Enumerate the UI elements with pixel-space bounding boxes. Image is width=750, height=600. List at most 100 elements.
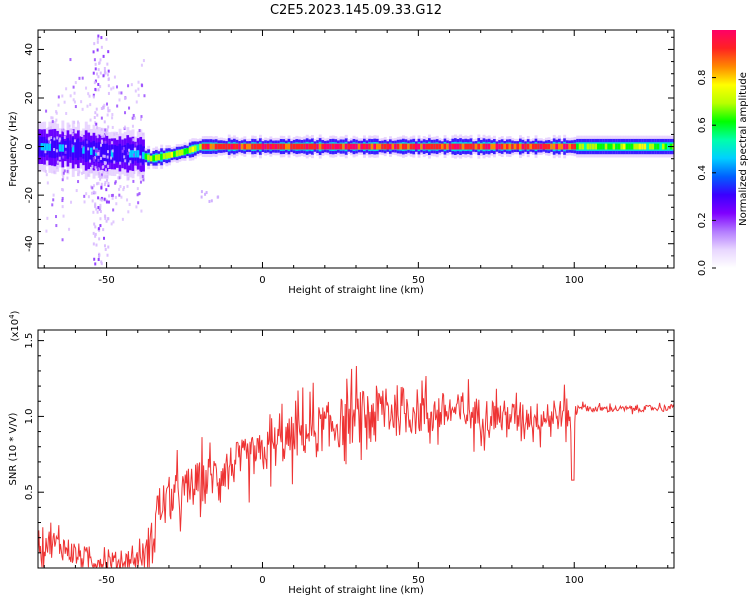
heat-cell (51, 137, 54, 158)
heat-speckle (48, 140, 51, 144)
heat-cell (139, 144, 143, 165)
heat-cell (183, 148, 187, 155)
heat-cell (334, 143, 338, 150)
heat-cell (402, 143, 405, 150)
spectrogram-ylabel: Frequency (Hz) (8, 111, 19, 187)
heat-speckle (104, 180, 107, 184)
heat-speckle (137, 201, 140, 205)
x-tick-label: 100 (565, 275, 584, 286)
colorbar-tick-label: 0.6 (697, 117, 708, 133)
heat-speckle (113, 75, 116, 79)
heat-speckle (105, 37, 108, 41)
heat-speckle (94, 232, 97, 236)
heat-cell (469, 143, 473, 150)
heat-cell (264, 143, 268, 150)
heat-cell (365, 143, 369, 150)
heat-speckle (99, 203, 102, 207)
heat-cell (157, 154, 161, 161)
heat-speckle (50, 116, 53, 120)
heat-speckle (92, 156, 95, 160)
heat-speckle (71, 133, 74, 137)
heat-cell (134, 150, 138, 158)
heat-cell (82, 146, 86, 154)
heat-cell (617, 143, 621, 150)
heat-cell (279, 143, 283, 150)
spectrogram-panel: -50 0 50 100 40 20 0 -20 -40 Height of straight … (8, 29, 675, 296)
heat-cell (407, 143, 411, 150)
heat-speckle (44, 169, 47, 173)
heat-cell (186, 147, 190, 154)
heat-speckle (106, 150, 109, 154)
heat-speckle (93, 158, 96, 162)
heat-cell (355, 143, 359, 150)
heat-speckle (200, 195, 203, 199)
heat-speckle (98, 237, 101, 241)
heat-speckle (100, 36, 103, 40)
heat-speckle (98, 229, 101, 233)
heat-speckle (45, 173, 48, 177)
heat-cell (90, 147, 93, 155)
heat-speckle (65, 111, 68, 115)
heat-speckle (48, 137, 51, 141)
heat-cell (108, 145, 112, 163)
heat-speckle (90, 167, 93, 171)
heat-speckle (62, 171, 65, 175)
heat-cell (604, 143, 608, 150)
heat-speckle (73, 91, 76, 95)
heat-cell (513, 143, 517, 150)
heat-speckle (94, 67, 97, 71)
colorbar-tick-label: 0.0 (697, 260, 708, 276)
heat-speckle (106, 113, 109, 117)
heat-speckle (55, 118, 58, 122)
heat-speckle (91, 164, 94, 168)
heat-cell (277, 143, 281, 150)
heat-cell (454, 143, 457, 150)
heat-speckle (130, 83, 133, 87)
heat-speckle (122, 188, 125, 192)
heat-cell (441, 143, 444, 150)
heat-speckle (106, 155, 109, 159)
heat-speckle (101, 106, 104, 110)
heat-cell (326, 143, 330, 150)
heat-cell (656, 143, 660, 150)
heat-cell (521, 143, 525, 150)
heat-speckle (96, 40, 99, 44)
heat-speckle (92, 95, 95, 99)
heat-speckle (102, 54, 105, 58)
heat-speckle (107, 181, 110, 185)
heat-speckle (73, 100, 76, 104)
heat-cell (620, 143, 624, 150)
heat-speckle (210, 199, 213, 203)
heat-speckle (120, 91, 123, 95)
heat-speckle (136, 193, 139, 197)
heat-cell (357, 143, 361, 150)
heat-cell (149, 155, 153, 162)
heat-cell (389, 143, 392, 150)
heat-cell (503, 143, 507, 150)
heat-speckle (49, 126, 52, 130)
heat-speckle (69, 94, 72, 98)
heat-cell (370, 143, 374, 150)
heat-speckle (74, 105, 77, 109)
heat-speckle (132, 138, 135, 142)
heat-cell (152, 155, 156, 162)
heat-speckle (106, 132, 109, 136)
heat-speckle (103, 183, 106, 187)
heat-speckle (59, 137, 62, 141)
heat-cell (129, 150, 132, 158)
heat-speckle (55, 224, 58, 228)
heat-speckle (100, 143, 103, 147)
heat-cell (383, 143, 387, 150)
heat-speckle (77, 120, 80, 124)
snr-panel: -50 0 50 100 0.5 1.0 1.5 Height of straight li… (8, 310, 675, 596)
heat-cell (386, 143, 390, 150)
heat-speckle (61, 128, 64, 132)
heat-speckle (90, 169, 93, 173)
heat-cell (155, 154, 158, 161)
heat-cell (539, 143, 543, 150)
heat-speckle (69, 58, 72, 62)
heat-speckle (70, 200, 73, 204)
heat-cell (417, 143, 421, 150)
heat-speckle (107, 84, 110, 88)
heat-cell (212, 143, 216, 150)
